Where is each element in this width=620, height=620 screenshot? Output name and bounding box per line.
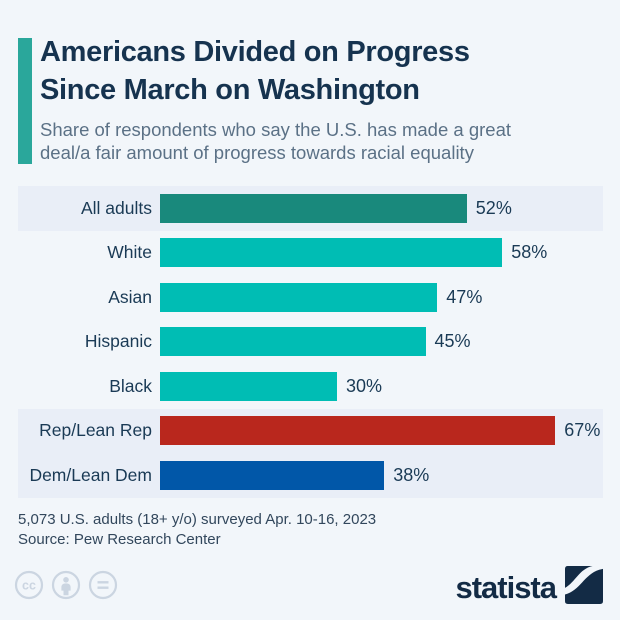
chart-row: All adults 52% [18,186,603,231]
chart-row: Dem/Lean Dem 38% [18,453,603,498]
value-label: 30% [346,375,383,396]
svg-text:cc: cc [22,579,36,593]
title-line-1: Americans Divided on Progress [40,36,470,68]
chart-row: Hispanic 45% [18,320,603,365]
value-label: 67% [564,420,601,441]
category-label: Asian [108,286,152,307]
source-note: Source: Pew Research Center [18,531,221,548]
category-label: All adults [80,197,152,218]
bar [160,460,385,490]
bar [160,371,337,401]
bar [160,327,426,357]
category-label: Rep/Lean Rep [39,420,152,441]
category-label: White [107,242,152,263]
chart-subtitle: Share of respondents who say the U.S. ha… [40,119,511,164]
category-label: Black [109,375,152,396]
chart-row: Black 30% [18,364,603,409]
bar [160,238,503,268]
value-label: 47% [446,286,483,307]
page-title: Americans Divided on Progress Since Marc… [40,33,470,109]
value-label: 45% [434,331,471,352]
subtitle-line-1: Share of respondents who say the U.S. ha… [40,119,512,140]
statista-logo-text: statista [455,569,557,605]
footnote: 5,073 U.S. adults (18+ y/o) surveyed Apr… [18,510,376,550]
chart-row: Asian 47% [18,275,603,320]
accent-bar [18,38,32,164]
no-derivatives-icon[interactable] [88,570,118,600]
bar [160,282,438,312]
value-label: 52% [475,197,512,218]
attribution-icon[interactable] [51,570,81,600]
title-line-2: Since March on Washington [40,74,420,106]
bar [160,193,467,223]
chart-row: White 58% [18,231,603,276]
license-badges[interactable]: cc [14,570,118,600]
category-label: Dem/Lean Dem [29,464,152,485]
chart-row: Rep/Lean Rep 67% [18,408,603,453]
cc-icon[interactable]: cc [14,570,44,600]
bar [160,416,556,446]
survey-note: 5,073 U.S. adults (18+ y/o) surveyed Apr… [18,511,377,528]
subtitle-line-2: deal/a fair amount of progress towards r… [40,141,474,163]
bar-chart: All adults 52% White 58% Asian 47% Hispanic 45%… [18,186,603,498]
statista-logo-mark-icon [565,566,603,609]
value-label: 38% [393,464,430,485]
category-label: Hispanic [84,331,152,352]
value-label: 58% [511,242,548,263]
statista-logo[interactable]: statista [455,566,603,609]
